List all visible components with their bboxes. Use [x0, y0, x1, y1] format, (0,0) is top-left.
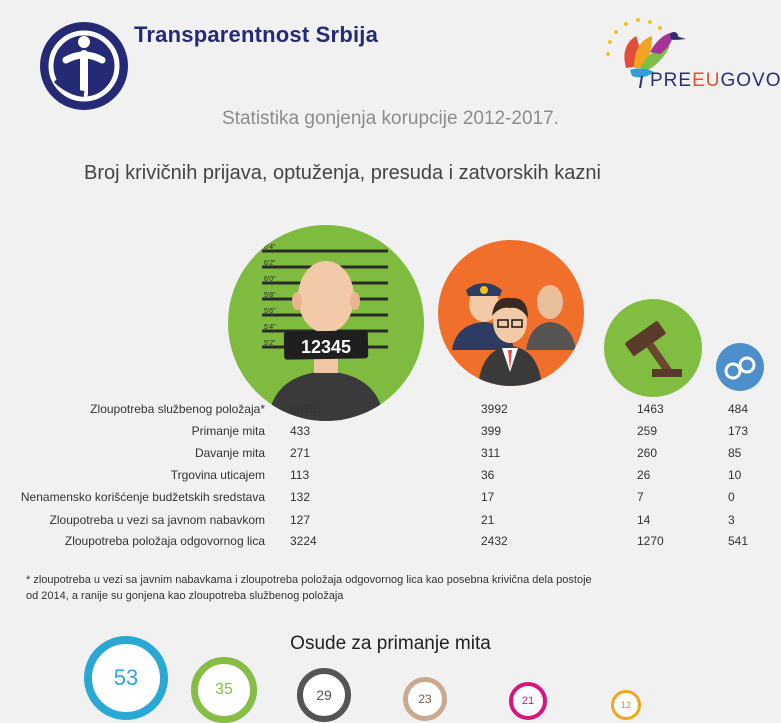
row-label: Davanje mita — [194, 446, 265, 460]
table-row: Primanje mita 433 399 259 173 — [0, 424, 781, 445]
ring-value: 12 — [620, 700, 631, 710]
footnote: * zloupotreba u vezi sa javnim nabavkama… — [26, 572, 716, 604]
ring-value: 53 — [113, 665, 139, 690]
handcuffs-icon — [716, 343, 764, 391]
table-row: Davanje mita 271 311 260 85 — [0, 446, 781, 467]
row-label: Zloupotreba položaja odgovornog lica — [64, 534, 265, 548]
prison-sentences-value: 0 — [728, 490, 735, 504]
police-officer-lawyer-icon — [438, 240, 584, 386]
table-row: Zloupotreba položaja odgovornog lica 322… — [0, 534, 781, 555]
subtitle: Statistika gonjenja korupcije 2012-2017. — [222, 108, 559, 129]
verdicts-value: 26 — [637, 468, 651, 482]
row-label: Zloupotreba službenog položaja* — [90, 402, 265, 416]
row-label: Trgovina uticajem — [170, 468, 265, 482]
criminal-reports-value: 132 — [290, 490, 311, 504]
criminal-reports-value: 113 — [290, 468, 310, 482]
prisoner-mugshot-icon: 6'4" 6'2" 6'0" 5'8" 5'6" 5'4" 5'2" 12345 — [228, 225, 424, 421]
criminal-reports-value: 3224 — [290, 534, 317, 548]
bribery-ring-21: 21 — [509, 682, 547, 720]
row-label: Zloupotreba u vezi sa javnom nabavkom — [49, 513, 265, 527]
preugovor-eu: EU — [692, 70, 721, 91]
criminal-reports-value: 433 — [290, 424, 311, 438]
verdicts-value: 260 — [637, 446, 658, 460]
preugovor-govor: GOVOR — [720, 70, 781, 91]
brand-title: Transparentnost Srbija — [134, 22, 379, 47]
verdicts-value: 14 — [637, 513, 651, 527]
prison-sentences-value: 10 — [728, 468, 742, 482]
height-mark: 6'0" — [264, 276, 276, 283]
height-mark: 5'6" — [264, 308, 276, 315]
criminal-reports-value: 8625 — [290, 402, 317, 416]
table-row: Nenamensko korišćenje budžetskih sredsta… — [0, 490, 781, 511]
ring-value: 35 — [215, 681, 233, 698]
section-title: Broj krivičnih prijava, optuženja, presu… — [84, 162, 601, 184]
indictments-value: 311 — [481, 446, 501, 460]
height-mark: 5'2" — [264, 340, 276, 347]
ring-value: 21 — [521, 695, 535, 707]
prison-sentences-value: 173 — [728, 424, 749, 438]
prison-sentences-value: 85 — [728, 446, 742, 460]
indictments-value: 2432 — [481, 534, 508, 548]
footnote-line-2: od 2014, a ranije su gonjena kao zloupot… — [26, 590, 344, 602]
ring-value: 23 — [418, 692, 432, 706]
preugovor-pre: PRE — [650, 70, 693, 91]
prison-sentences-value: 3 — [728, 513, 735, 527]
indictments-value: 3992 — [481, 402, 508, 416]
verdicts-value: 1270 — [637, 534, 664, 548]
height-mark: 5'4" — [264, 324, 276, 331]
criminal-reports-value: 271 — [290, 446, 311, 460]
verdicts-value: 259 — [637, 424, 658, 438]
criminal-reports-value: 127 — [290, 513, 311, 527]
ring-value: 29 — [316, 687, 332, 703]
table-row: Zloupotreba službenog položaja* 8625 399… — [0, 402, 781, 423]
verdicts-value: 7 — [637, 490, 644, 504]
indictments-value: 399 — [481, 424, 502, 438]
verdicts-value: 1463 — [637, 402, 664, 416]
indictments-value: 21 — [481, 513, 495, 527]
row-label: Nenamensko korišćenje budžetskih sredsta… — [20, 490, 265, 504]
bribery-ring-12: 12 — [611, 690, 641, 720]
table-row: Zloupotreba u vezi sa javnom nabavkom 12… — [0, 513, 781, 534]
height-mark: 5'8" — [264, 292, 276, 299]
height-mark: 6'2" — [264, 260, 276, 267]
bribery-ring-23: 23 — [403, 677, 447, 721]
bribery-ring-53: 53 — [84, 636, 168, 720]
transparency-logo-icon — [40, 22, 128, 110]
bribery-convictions-title: Osude za primanje mita — [290, 633, 491, 654]
preugovor-wordmark: PREEUGOVOR — [650, 70, 781, 92]
mugshot-number: 12345 — [301, 337, 351, 357]
preugovor-bird-logo-icon — [606, 18, 686, 89]
prison-sentences-value: 541 — [728, 534, 749, 548]
gavel-icon — [604, 299, 702, 397]
height-mark: 6'4" — [264, 244, 276, 251]
footnote-line-1: * zloupotreba u vezi sa javnim nabavkama… — [26, 574, 592, 586]
table-row: Trgovina uticajem 113 36 26 10 — [0, 468, 781, 489]
bribery-ring-29: 29 — [297, 668, 351, 722]
prison-sentences-value: 484 — [728, 402, 749, 416]
indictments-value: 17 — [481, 490, 495, 504]
bribery-ring-35: 35 — [191, 657, 257, 723]
row-label: Primanje mita — [191, 424, 265, 438]
indictments-value: 36 — [481, 468, 495, 482]
